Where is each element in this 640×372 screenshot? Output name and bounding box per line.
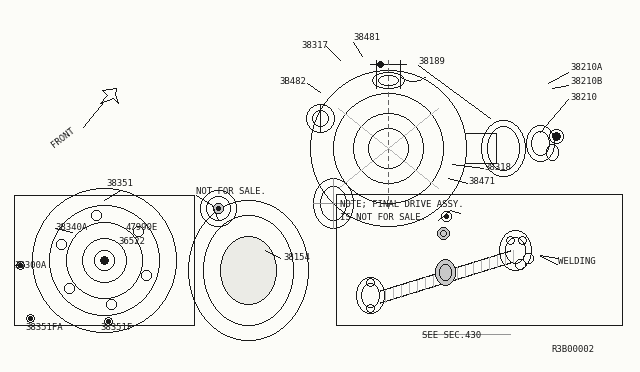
Text: 38317: 38317 xyxy=(301,42,328,51)
Text: 38318: 38318 xyxy=(484,164,511,173)
Text: 38471: 38471 xyxy=(468,177,495,186)
Text: 38351FA: 38351FA xyxy=(25,324,63,333)
Text: 38154: 38154 xyxy=(283,253,310,262)
Text: 38481: 38481 xyxy=(353,33,380,42)
Text: 38210A: 38210A xyxy=(570,64,602,73)
Text: 38340A: 38340A xyxy=(55,224,87,232)
Text: 38210B: 38210B xyxy=(570,77,602,87)
Text: 36522: 36522 xyxy=(118,237,145,247)
Text: 38351F: 38351F xyxy=(100,324,132,333)
Text: 38351: 38351 xyxy=(107,180,133,189)
Text: IS NOT FOR SALE.: IS NOT FOR SALE. xyxy=(340,213,426,222)
Text: NOT FOR SALE.: NOT FOR SALE. xyxy=(196,187,266,196)
Text: FRONT: FRONT xyxy=(50,126,76,150)
Text: 38210: 38210 xyxy=(570,93,597,102)
Text: SEE SEC.430: SEE SEC.430 xyxy=(422,330,481,340)
Text: NOTE; FINAL DRIVE ASSY.: NOTE; FINAL DRIVE ASSY. xyxy=(340,200,463,209)
Text: R3B00002: R3B00002 xyxy=(551,346,594,355)
Text: 38300A: 38300A xyxy=(14,260,46,269)
Text: WELDING: WELDING xyxy=(558,257,596,266)
Text: 38189: 38189 xyxy=(418,58,445,67)
Text: 3B482: 3B482 xyxy=(279,77,306,87)
Text: 47990E: 47990E xyxy=(126,224,158,232)
